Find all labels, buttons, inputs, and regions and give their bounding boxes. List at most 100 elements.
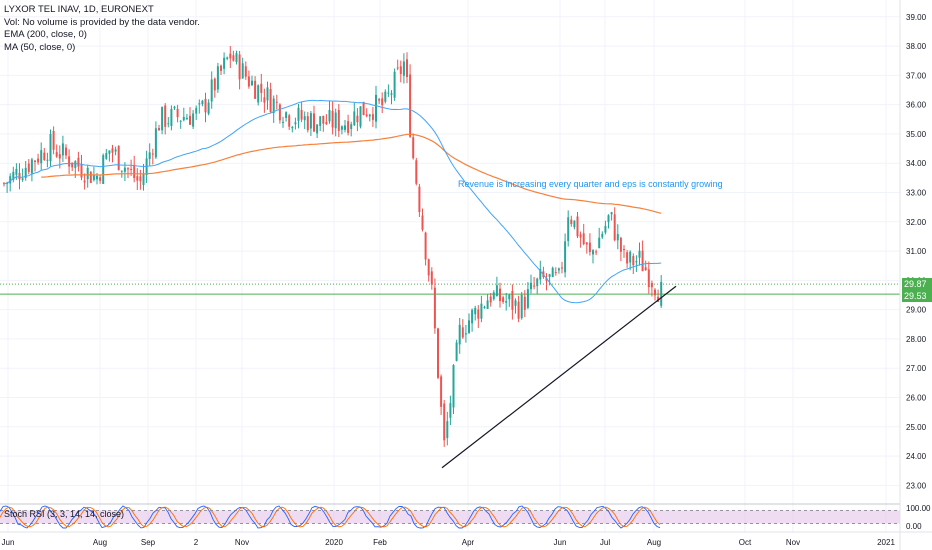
candle-body	[508, 294, 511, 300]
time-tick-label: Nov	[235, 538, 249, 547]
candle-body	[34, 160, 36, 162]
candle-body	[251, 80, 253, 86]
indicator-lines	[3, 99, 662, 304]
candle-body	[46, 159, 49, 161]
candle-body	[161, 106, 164, 131]
trendline[interactable]	[441, 285, 677, 469]
price-tick-label: 27.00	[906, 364, 927, 373]
candle-body	[406, 59, 408, 77]
candle-body	[455, 342, 458, 361]
candle-body	[139, 176, 142, 182]
candle-body	[142, 174, 145, 185]
candle-body	[582, 233, 585, 245]
price-axis[interactable]: 39.00 38.00 37.00 36.00 35.00 34.00 33.00 32.00…	[899, 0, 932, 550]
candle-body	[592, 250, 594, 255]
time-tick-label: 2020	[325, 538, 343, 547]
candle-body	[595, 251, 598, 253]
candle-body	[520, 294, 523, 319]
candle-body	[21, 178, 24, 180]
candle-body	[167, 123, 170, 125]
candle-body	[192, 113, 195, 127]
candle-body	[657, 296, 660, 302]
candle-body	[216, 66, 219, 90]
candle-body	[285, 112, 288, 118]
price-tick-label: 38.00	[906, 42, 927, 51]
stoch-k-line	[0, 505, 661, 529]
candle-body	[610, 212, 613, 215]
candle-body	[502, 297, 505, 302]
candle-body	[223, 57, 226, 69]
candle-body	[433, 287, 436, 329]
trendline-segment	[441, 285, 677, 469]
candle-body	[430, 271, 433, 285]
candle-body	[254, 80, 257, 99]
candle-body	[570, 219, 573, 225]
candle-body	[176, 108, 179, 118]
candle-body	[136, 176, 139, 181]
candle-body	[201, 100, 204, 105]
legend-title: LYXOR TEL INAV, 1D, EURONEXT	[4, 4, 154, 15]
candle-body	[294, 122, 297, 125]
price-tick-label: 26.00	[906, 394, 927, 403]
candle-body	[325, 121, 328, 125]
candle-body	[409, 74, 412, 137]
stoch-rsi-pane	[0, 503, 900, 529]
candle-body	[278, 104, 281, 121]
candle-body	[480, 303, 483, 319]
candle-body	[316, 124, 319, 134]
candle-body	[102, 155, 105, 184]
candle-body	[375, 94, 377, 122]
candle-body	[517, 301, 520, 319]
candlestick-series	[3, 45, 663, 447]
candle-body	[567, 217, 570, 241]
candle-body	[204, 98, 207, 113]
candle-body	[461, 327, 464, 338]
candle-body	[257, 85, 260, 103]
candle-body	[154, 128, 157, 158]
candle-body	[347, 121, 350, 133]
time-axis[interactable]: Jun Aug Sep 2 Nov 2020 Feb Apr Jun Jul Aug Oct Nov 20…	[0, 531, 932, 547]
chart-annotation[interactable]: Revenue is increasing every quarter and …	[458, 179, 723, 189]
candle-body	[526, 289, 529, 308]
price-tick-label: 32.00	[906, 218, 927, 227]
time-tick-label: Feb	[373, 538, 387, 547]
horizontal-levels	[0, 283, 900, 295]
candle-body	[440, 376, 443, 407]
candle-body	[632, 255, 635, 266]
candle-body	[362, 101, 365, 116]
candle-body	[365, 114, 368, 117]
candle-body	[350, 124, 353, 129]
candle-body	[226, 57, 229, 59]
candle-body	[189, 115, 191, 125]
candle-body	[288, 115, 291, 127]
ema-200-line	[41, 133, 662, 214]
candle-body	[399, 66, 402, 75]
candle-body	[52, 131, 55, 150]
candle-body	[148, 152, 151, 159]
candle-body	[313, 113, 315, 132]
candle-body	[539, 269, 542, 280]
candle-body	[74, 161, 77, 168]
time-tick-label: Oct	[739, 538, 752, 547]
candle-body	[635, 261, 638, 263]
candle-body	[573, 220, 576, 228]
candle-body	[427, 259, 430, 276]
stoch-d-line	[0, 506, 661, 528]
price-tick-label: 36.00	[906, 101, 927, 110]
candle-body	[356, 115, 359, 123]
candle-body	[108, 150, 111, 154]
candle-body	[24, 167, 27, 178]
candle-body	[12, 171, 15, 180]
candle-body	[561, 267, 563, 269]
price-tick-label: 28.00	[906, 335, 927, 344]
candle-body	[418, 186, 421, 213]
candle-body	[585, 242, 588, 245]
candle-body	[523, 296, 526, 310]
candle-body	[99, 177, 102, 181]
legend-ema: EMA (200, close, 0)	[4, 29, 87, 40]
candle-body	[588, 242, 591, 252]
candle-body	[613, 214, 616, 241]
candle-body	[446, 421, 449, 438]
stoch-rsi-label: Stoch RSI (3, 3, 14, 14, close)	[4, 509, 124, 519]
